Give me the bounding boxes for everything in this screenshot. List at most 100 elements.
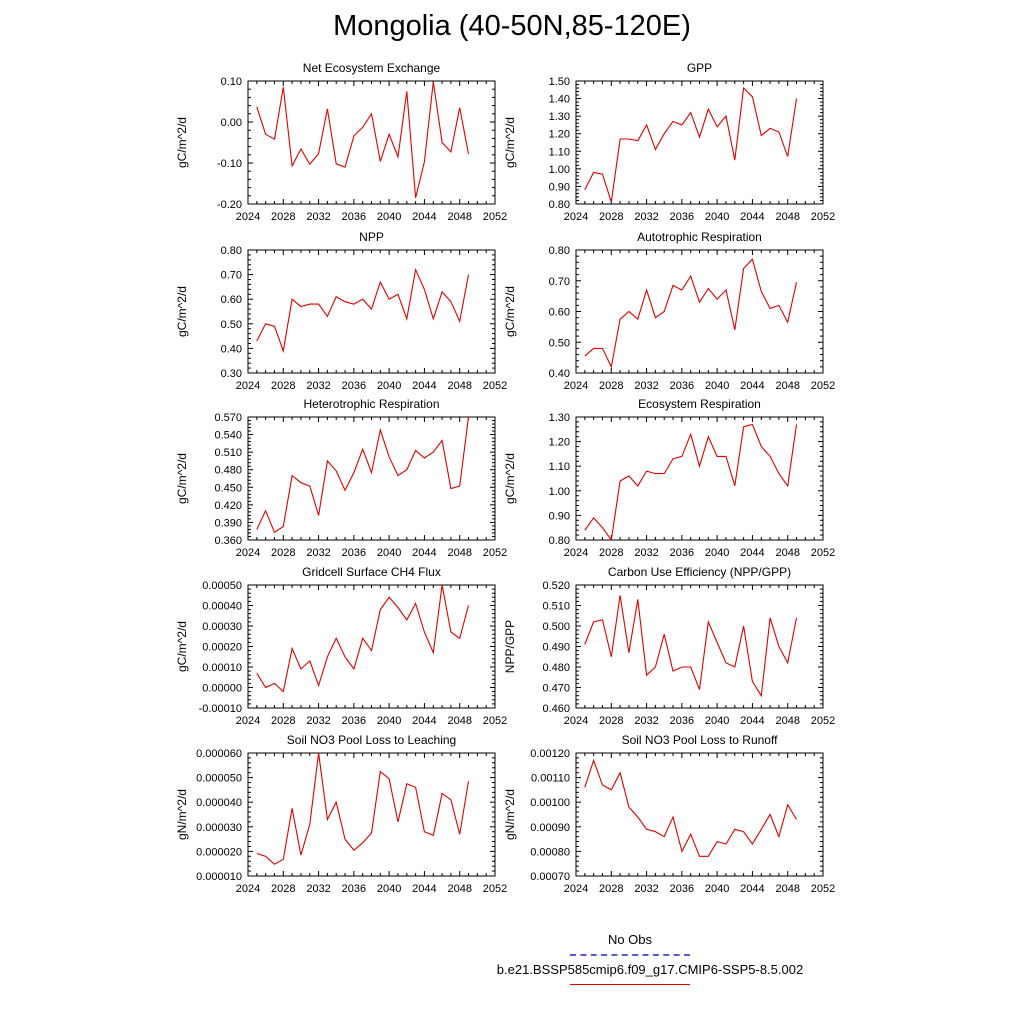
series-line [584,758,797,857]
panel-title: NPP [359,230,384,244]
plot-frame [575,80,824,205]
panel-6: Ecosystem Respiration gC/m^2/d 2024 2028 203… [503,397,835,559]
y-tick-label: 0.90 [549,181,570,193]
x-tick-label: 2036 [670,715,694,727]
y-tick-label: 0.00030 [202,621,242,633]
x-tick-label: 2048 [447,715,471,727]
y-tick-label: 1.00 [549,486,570,498]
x-tick-label: 2044 [412,883,436,895]
panel-title: Soil NO3 Pool Loss to Leaching [287,733,456,747]
panel-10: Soil NO3 Pool Loss to Runoff gN/m^2/d 2024… [503,733,835,895]
plot-frame [247,416,496,541]
y-tick-label: 1.40 [549,94,570,106]
y-tick-label: 0.000030 [196,822,242,834]
panel-title: Gridcell Surface CH4 Flux [302,565,441,579]
x-tick-label: 2032 [634,380,658,392]
x-tick-label: 2032 [306,883,330,895]
x-tick-label: 2044 [740,883,764,895]
x-tick-label: 2032 [306,715,330,727]
x-tick-label: 2040 [705,211,729,223]
series-line [584,86,798,203]
x-tick-label: 2028 [599,883,623,895]
y-tick-label: 0.00070 [530,871,570,883]
x-tick-label: 2024 [564,211,588,223]
plot-frame [247,584,496,709]
x-tick-label: 2048 [447,380,471,392]
x-tick-label: 2048 [447,883,471,895]
x-tick-label: 2028 [271,380,295,392]
panel-8: Carbon Use Efficiency (NPP/GPP) NPP/GPP 20… [503,565,835,727]
y-axis-label: gC/m^2/d [503,286,517,337]
x-tick-label: 2032 [306,547,330,559]
y-axis-label: gC/m^2/d [175,621,189,672]
x-tick-label: 2040 [377,883,401,895]
plot-frame [247,249,496,374]
legend-obs-line [570,954,690,956]
x-tick-label: 2024 [236,211,260,223]
panel-title: Soil NO3 Pool Loss to Runoff [622,733,779,747]
series-line [256,752,470,865]
x-tick-label: 2024 [236,380,260,392]
y-tick-label: 0.000010 [196,871,242,883]
y-tick-label: 0.500 [542,621,570,633]
x-tick-label: 2040 [377,715,401,727]
y-tick-label: 0.450 [214,482,242,494]
y-tick-label: 0.00010 [202,662,242,674]
y-tick-label: 0.10 [221,76,242,88]
x-tick-label: 2044 [412,715,436,727]
panel-title: Heterotrophic Respiration [303,397,439,411]
y-tick-label: 1.10 [549,461,570,473]
x-tick-label: 2036 [342,211,366,223]
y-tick-label: 0.480 [214,465,242,477]
x-tick-label: 2052 [811,380,835,392]
y-tick-label: 1.20 [549,129,570,141]
panel-3: NPP gC/m^2/d 2024 2028 2032 2036 2040 2044 2048 2… [175,230,507,392]
x-tick-label: 2028 [271,715,295,727]
legend-run-line [570,984,690,985]
x-tick-label: 2032 [634,883,658,895]
y-tick-label: 1.10 [549,146,570,158]
x-tick-label: 2028 [271,547,295,559]
x-tick-label: 2032 [306,211,330,223]
x-tick-label: 2048 [775,211,799,223]
x-tick-label: 2040 [377,547,401,559]
x-tick-label: 2032 [634,715,658,727]
x-tick-label: 2036 [670,380,694,392]
x-tick-label: 2024 [564,715,588,727]
y-tick-label: -0.00010 [199,703,242,715]
y-tick-label: 1.30 [549,412,570,424]
y-tick-label: 0.00110 [531,773,570,785]
x-tick-label: 2044 [740,547,764,559]
y-tick-label: 1.30 [549,111,570,123]
y-tick-label: 0.00020 [202,642,242,654]
x-tick-label: 2036 [670,883,694,895]
panel-title: Ecosystem Respiration [638,397,761,411]
y-tick-label: 0.360 [214,535,242,547]
x-tick-label: 2052 [483,211,507,223]
y-tick-label: 0.00000 [202,683,242,695]
y-tick-label: 1.00 [549,164,570,176]
y-tick-label: 0.40 [549,368,570,380]
y-axis-label: gN/m^2/d [503,789,517,840]
y-tick-label: 0.00040 [202,601,242,613]
series-line [256,584,470,693]
x-tick-label: 2024 [236,715,260,727]
y-tick-label: 0.90 [549,510,570,522]
x-tick-label: 2052 [483,883,507,895]
y-tick-label: 0.000040 [196,797,242,809]
figure-title: Mongolia (40-50N,85-120E) [333,10,691,42]
x-tick-label: 2036 [342,547,366,559]
y-tick-label: 1.50 [549,76,570,88]
y-tick-label: 0.40 [221,343,242,355]
y-axis-label: gC/m^2/d [175,117,189,168]
x-tick-label: 2040 [705,715,729,727]
y-axis-label: gC/m^2/d [175,286,189,337]
series-line [256,267,470,354]
y-axis-label: gC/m^2/d [175,453,189,504]
x-tick-label: 2024 [236,547,260,559]
plot-frame [247,752,496,877]
y-axis-label: gC/m^2/d [503,453,517,504]
series-line [584,423,798,542]
x-tick-label: 2024 [236,883,260,895]
